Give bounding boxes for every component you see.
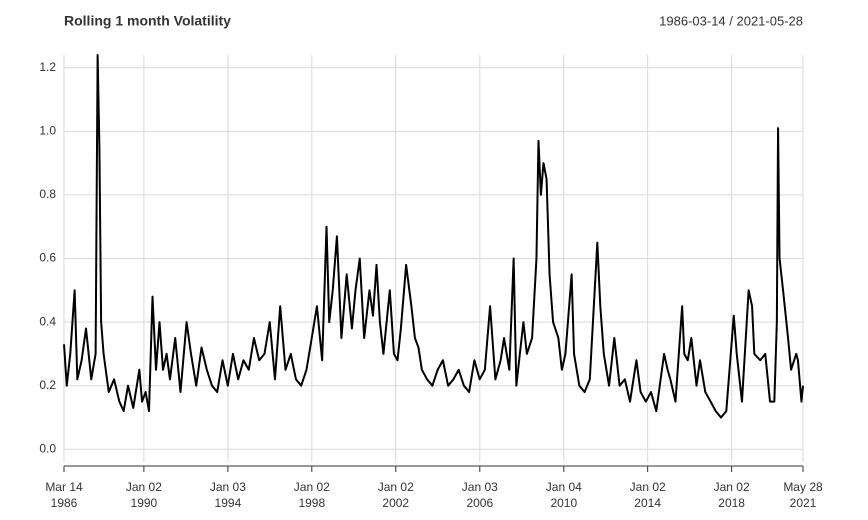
x-tick-label: Jan 02 2014 — [630, 480, 666, 510]
x-tick-label: Jan 02 2018 — [714, 480, 750, 510]
y-tick-label: 0.8 — [39, 187, 56, 201]
x-tick-label: Jan 04 2010 — [546, 480, 582, 510]
x-tick-label: Jan 03 1994 — [210, 480, 246, 510]
y-tick-label: 0.0 — [39, 441, 56, 455]
y-tick-label: 1.0 — [39, 123, 56, 137]
x-tick-label: Jan 03 2006 — [462, 480, 498, 510]
chart-subtitle: 1986-03-14 / 2021-05-28 — [659, 13, 803, 28]
y-tick-label: 0.4 — [39, 314, 56, 328]
x-tick-label: Mar 14 1986 — [45, 480, 83, 510]
y-tick-label: 0.6 — [39, 251, 56, 265]
chart-title: Rolling 1 month Volatility — [64, 13, 231, 29]
x-tick-label: May 28 2021 — [783, 480, 823, 510]
x-tick-label: Jan 02 1990 — [126, 480, 162, 510]
series-line — [63, 54, 804, 419]
y-tick-label: 1.2 — [39, 60, 56, 74]
x-tick-label: Jan 02 1998 — [294, 480, 330, 510]
y-tick-label: 0.2 — [39, 378, 56, 392]
x-tick-label: Jan 02 2002 — [378, 480, 414, 510]
